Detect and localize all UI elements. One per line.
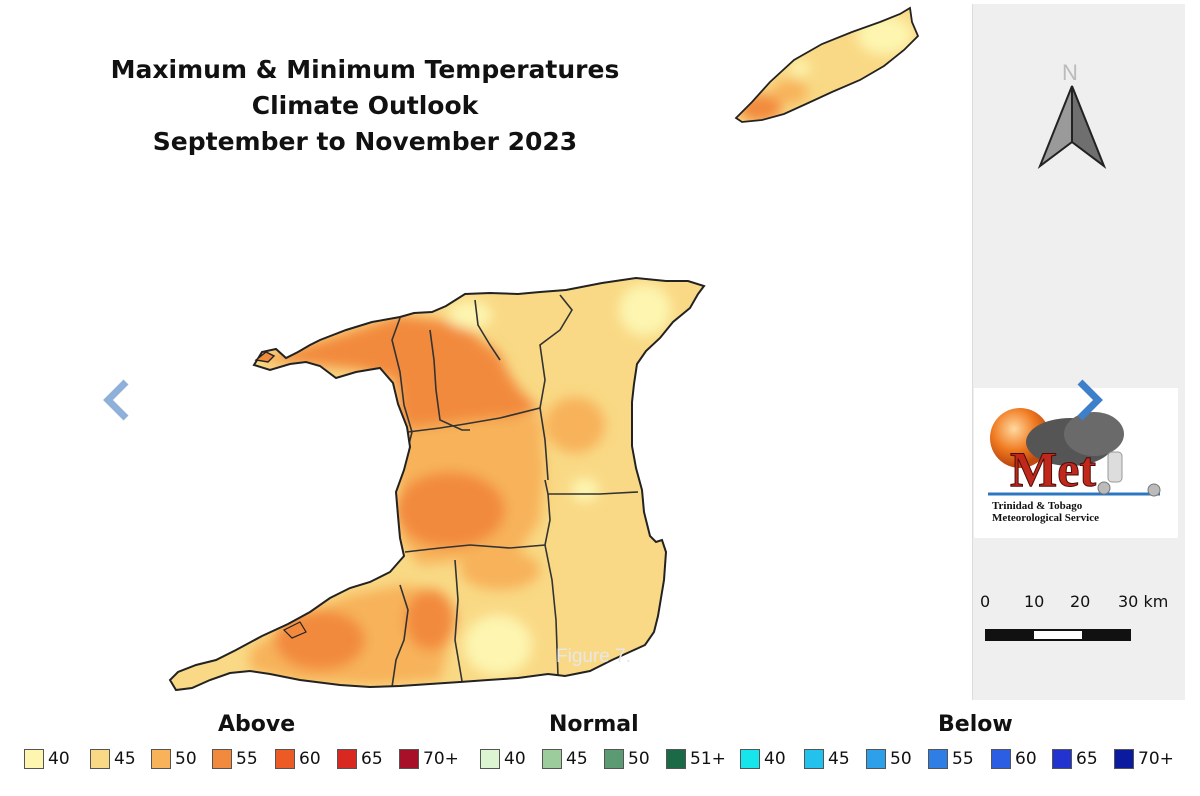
legend-item-normal: 51+ — [666, 746, 726, 772]
legend-label-above: 40 — [48, 749, 70, 769]
legend-swatch-below — [1052, 749, 1072, 769]
legend-swatch-below — [991, 749, 1011, 769]
legend-swatch-normal — [604, 749, 624, 769]
legend-swatch-normal — [542, 749, 562, 769]
legend-item-below: 45 — [804, 746, 850, 772]
north-arrow-icon — [1037, 85, 1107, 169]
legend-title-normal: Normal — [549, 712, 639, 737]
legend-swatch-above — [399, 749, 419, 769]
legend-label-above: 45 — [114, 749, 136, 769]
legend-label-below: 40 — [764, 749, 786, 769]
legend-swatch-normal — [666, 749, 686, 769]
legend-label-below: 60 — [1015, 749, 1037, 769]
legend-label-below: 55 — [952, 749, 974, 769]
legend-label-below: 65 — [1076, 749, 1098, 769]
legend-label-normal: 50 — [628, 749, 650, 769]
legend-item-normal: 40 — [480, 746, 526, 772]
title-line-2: Climate Outlook — [251, 91, 479, 120]
legend-title-below: Below — [938, 712, 1013, 737]
legend-swatch-normal — [480, 749, 500, 769]
legend-swatch-below — [928, 749, 948, 769]
scale-bar — [985, 629, 1131, 641]
legend-item-above: 45 — [90, 746, 136, 772]
legend-label-above: 55 — [236, 749, 258, 769]
color-legend: 40 45 50 55 60 65 70+ 40 45 50 51+ 40 45 50 55 60 65 70+ — [0, 746, 1200, 772]
legend-item-normal: 50 — [604, 746, 650, 772]
legend-swatch-above — [24, 749, 44, 769]
legend-item-below: 70+ — [1114, 746, 1174, 772]
scale-label-30: 30 km — [1118, 592, 1169, 611]
legend-label-normal: 40 — [504, 749, 526, 769]
scale-label-0: 0 — [980, 592, 991, 611]
legend-label-below: 45 — [828, 749, 850, 769]
trinidad-tobago-map — [168, 6, 920, 692]
chevron-right-icon[interactable] — [1070, 374, 1110, 424]
legend-label-normal: 45 — [566, 749, 588, 769]
legend-label-below: 70+ — [1138, 749, 1174, 769]
legend-item-above: 50 — [151, 746, 197, 772]
logo-line-2: Meteorological Service — [992, 512, 1099, 524]
legend-label-above: 50 — [175, 749, 197, 769]
legend-label-normal: 51+ — [690, 749, 726, 769]
legend-swatch-below — [740, 749, 760, 769]
legend-swatch-above — [337, 749, 357, 769]
legend-item-above: 65 — [337, 746, 383, 772]
title-line-3: September to November 2023 — [152, 127, 578, 156]
legend-item-below: 50 — [866, 746, 912, 772]
chevron-left-icon[interactable] — [98, 374, 138, 424]
legend-label-above: 65 — [361, 749, 383, 769]
legend-swatch-above — [275, 749, 295, 769]
legend-item-below: 65 — [1052, 746, 1098, 772]
north-label: N — [1062, 60, 1078, 85]
legend-label-above: 70+ — [423, 749, 459, 769]
legend-item-above: 70+ — [399, 746, 459, 772]
legend-swatch-above — [212, 749, 232, 769]
figure-caption: Figure 7. — [556, 646, 631, 667]
legend-item-below: 55 — [928, 746, 974, 772]
legend-title-above: Above — [218, 712, 296, 737]
legend-item-normal: 45 — [542, 746, 588, 772]
legend-item-below: 60 — [991, 746, 1037, 772]
legend-swatch-below — [1114, 749, 1134, 769]
legend-swatch-above — [151, 749, 171, 769]
legend-item-above: 60 — [275, 746, 321, 772]
legend-item-above: 55 — [212, 746, 258, 772]
logo-line-1: Trinidad & Tobago — [992, 500, 1083, 512]
legend-item-above: 40 — [24, 746, 70, 772]
legend-swatch-below — [866, 749, 886, 769]
scale-label-10: 10 — [1024, 592, 1045, 611]
legend-swatch-above — [90, 749, 110, 769]
legend-item-below: 40 — [740, 746, 786, 772]
map-title: Maximum & Minimum Temperatures Climate O… — [60, 52, 670, 160]
legend-label-below: 50 — [890, 749, 912, 769]
logo-mark: Met — [1010, 441, 1096, 497]
met-service-logo: Met Trinidad & Tobago Meteorological Ser… — [974, 388, 1178, 538]
legend-label-above: 60 — [299, 749, 321, 769]
scale-label-20: 20 — [1070, 592, 1091, 611]
legend-swatch-below — [804, 749, 824, 769]
title-line-1: Maximum & Minimum Temperatures — [110, 55, 620, 84]
